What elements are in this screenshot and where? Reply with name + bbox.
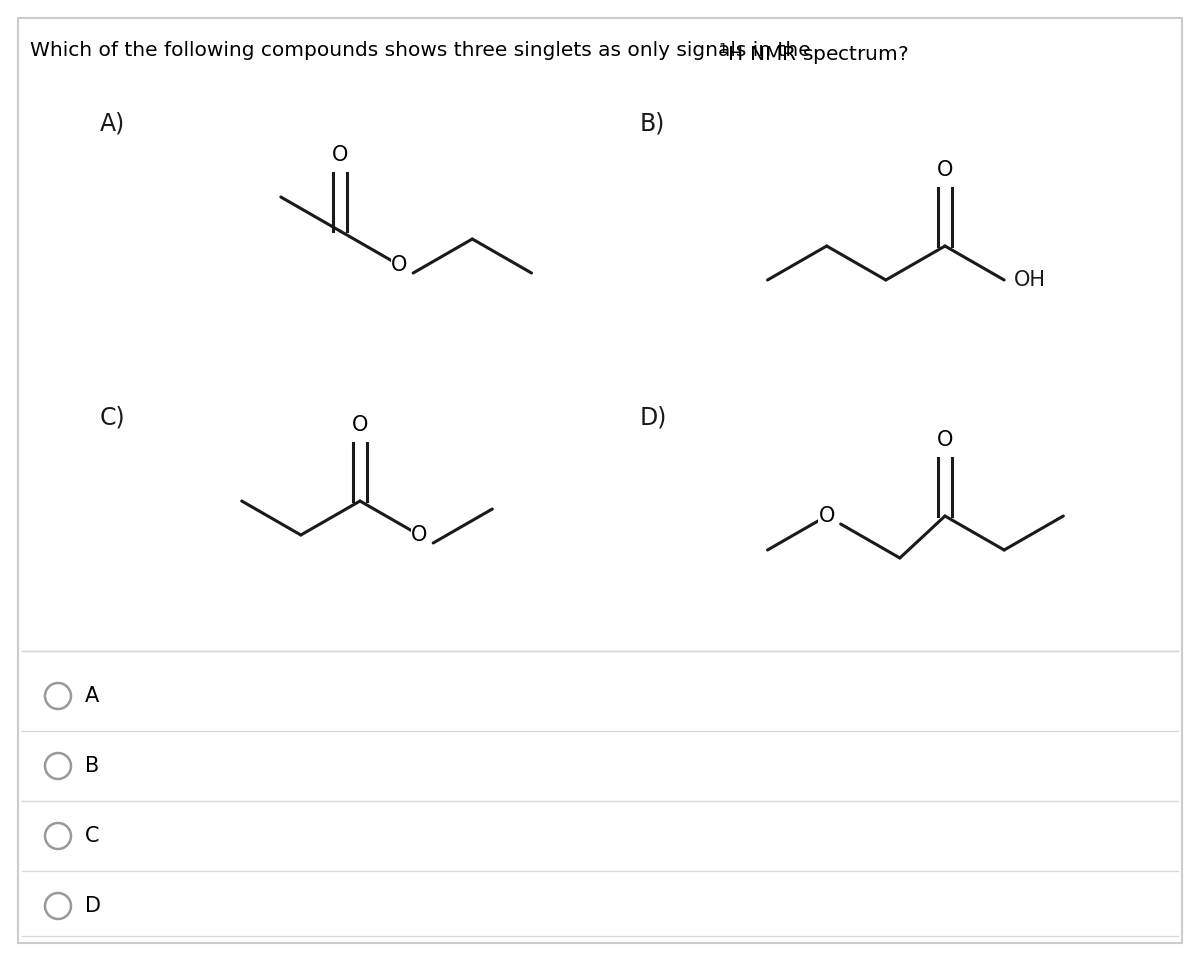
- Text: Which of the following compounds shows three singlets as only signals in the: Which of the following compounds shows t…: [30, 41, 817, 60]
- Text: C: C: [85, 826, 100, 846]
- Text: A): A): [100, 111, 125, 135]
- Text: $^{1}$H NMR spectrum?: $^{1}$H NMR spectrum?: [718, 41, 908, 67]
- Text: O: O: [391, 255, 407, 275]
- Text: O: O: [410, 525, 427, 545]
- FancyBboxPatch shape: [18, 18, 1182, 943]
- Text: D): D): [640, 406, 667, 430]
- Text: O: O: [937, 160, 953, 181]
- Text: O: O: [937, 431, 953, 450]
- Text: B: B: [85, 756, 100, 776]
- Text: A: A: [85, 686, 100, 706]
- Text: C): C): [100, 406, 126, 430]
- Text: O: O: [352, 415, 368, 435]
- Text: O: O: [332, 145, 348, 165]
- Text: O: O: [818, 506, 835, 526]
- Text: B): B): [640, 111, 665, 135]
- Text: D: D: [85, 896, 101, 916]
- Text: OH: OH: [1014, 270, 1046, 290]
